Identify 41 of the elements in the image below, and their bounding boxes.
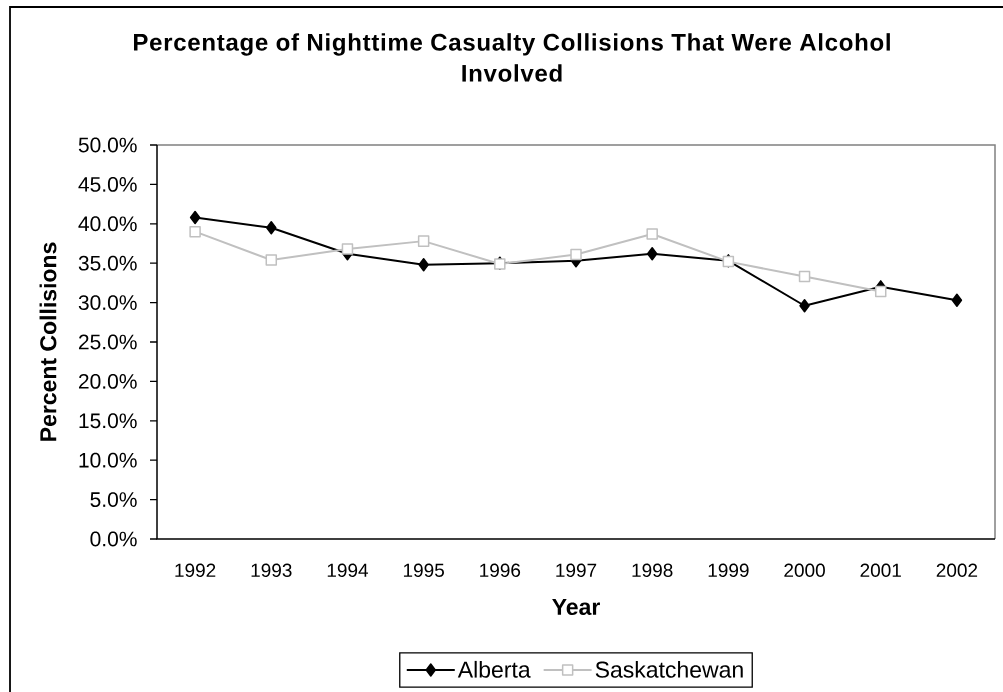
- x-tick-label: 1994: [327, 563, 369, 577]
- point: [951, 293, 963, 307]
- chart-title: Percentage of Nighttime Casualty Collisions That Were Alcohol Involved: [134, 33, 890, 82]
- y-tick-label: 40.0%: [78, 216, 137, 232]
- x-tick-label: 2002: [936, 563, 978, 577]
- x-tick-label: 1997: [556, 563, 597, 577]
- point: [417, 235, 430, 247]
- y-tick-label: 25.0%: [78, 334, 137, 350]
- point: [266, 220, 277, 235]
- y-tick-label: 10.0%: [79, 452, 137, 468]
- legend-label: Saskatchewan: [595, 660, 743, 678]
- point: [189, 210, 201, 225]
- y-tick-label: 45.0%: [78, 176, 137, 192]
- x-tick-label: 1995: [403, 563, 444, 577]
- x-tick-label: 1999: [708, 563, 749, 577]
- x-tick-label: 2001: [860, 563, 901, 577]
- point: [570, 248, 582, 261]
- x-tick-label: 1998: [632, 563, 673, 577]
- y-tick-label: 15.0%: [79, 413, 137, 429]
- y-tick-label: 50.0%: [78, 137, 137, 153]
- y-axis-title: Percent Collisions: [39, 242, 57, 441]
- y-tick-label: 35.0%: [78, 255, 137, 271]
- point: [341, 243, 354, 255]
- y-tick-label: 30.0%: [78, 295, 137, 311]
- y-tick-label: 0.0%: [90, 531, 137, 547]
- point: [646, 228, 658, 240]
- x-tick-label: 2000: [784, 563, 825, 577]
- legend-label: Alberta: [457, 660, 531, 678]
- point: [799, 298, 810, 313]
- point: [265, 254, 278, 266]
- x-tick-label: 1996: [480, 563, 521, 577]
- point: [874, 285, 887, 298]
- x-tick-label: 1993: [251, 563, 292, 577]
- x-tick-label: 1992: [175, 563, 216, 577]
- y-tick-label: 5.0%: [90, 492, 137, 508]
- point: [418, 258, 429, 272]
- x-axis-title: Year: [552, 598, 600, 616]
- point: [646, 246, 658, 261]
- y-tick-label: 20.0%: [78, 373, 137, 389]
- point: [798, 270, 811, 283]
- point: [189, 225, 201, 238]
